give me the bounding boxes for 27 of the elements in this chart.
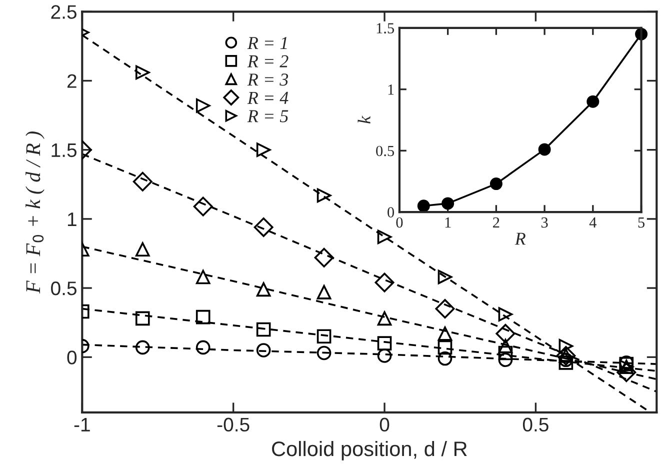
x-axis-title: Colloid position, d / R	[272, 440, 467, 460]
legend-label: R = 3	[247, 74, 288, 86]
legend-label: R = 1	[247, 37, 287, 49]
x-tick-label: -1	[74, 418, 90, 432]
legend-label: R = 2	[247, 55, 288, 68]
x-tick-label: 5	[638, 217, 645, 228]
y-axis-title: F = F$_{0}$ + k ( d / R )	[26, 131, 44, 294]
x-tick-label: 2	[493, 217, 500, 228]
y-tick-label: 1	[388, 84, 394, 95]
x-tick-label: 4	[589, 217, 596, 228]
legend-label: R = 4	[247, 92, 288, 104]
y-axis-title: k	[358, 116, 370, 124]
x-tick-label: 0	[396, 217, 403, 228]
y-tick-label: 0.5	[376, 146, 394, 156]
y-tick-label: 0.5	[51, 282, 76, 296]
x-tick-label: 1	[445, 217, 451, 228]
y-tick-label: 2.5	[51, 5, 76, 19]
y-tick-label: 2	[67, 74, 76, 88]
x-tick-label: 3	[541, 217, 548, 228]
y-tick-label: 0	[67, 350, 77, 364]
x-tick-label: -0.5	[217, 418, 250, 432]
y-tick-label: 1.5	[376, 23, 394, 34]
y-tick-label: 0	[388, 207, 394, 218]
y-tick-label: 1.5	[52, 144, 76, 158]
x-axis-title: R	[514, 232, 526, 245]
x-tick-label: 0.5	[522, 418, 548, 432]
legend-label: R = 5	[247, 110, 288, 122]
